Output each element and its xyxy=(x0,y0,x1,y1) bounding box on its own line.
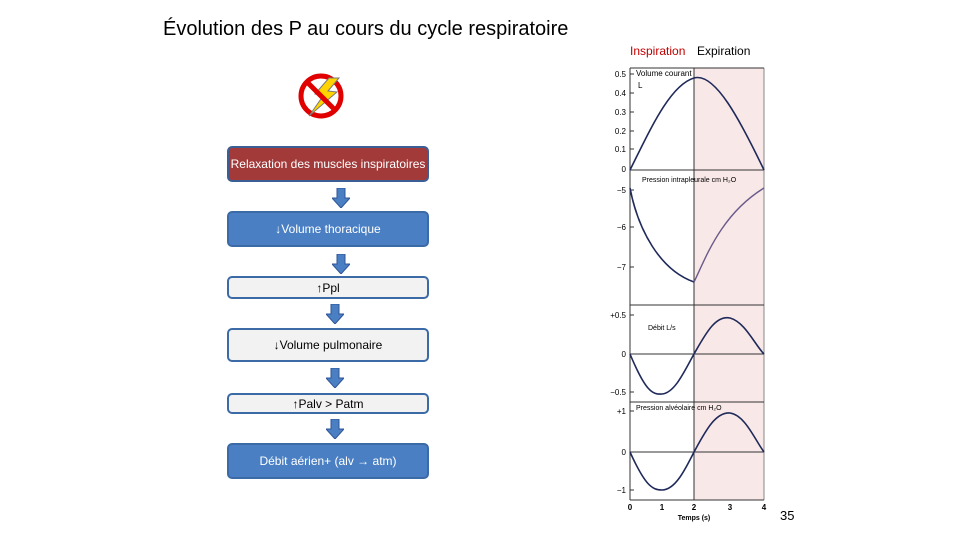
tick-label: 0.3 xyxy=(615,108,627,117)
pleural-pressure-curve xyxy=(629,187,695,283)
x-tick-label: 3 xyxy=(728,503,733,512)
pleural-pressure-curve-exp xyxy=(693,187,765,283)
down-arrow-icon xyxy=(326,304,344,324)
legend-expiration: Expiration xyxy=(697,44,751,58)
tick-label: +0.5 xyxy=(610,311,626,320)
tick-label: 0.2 xyxy=(615,127,627,136)
alveolar-pressure-curve xyxy=(629,412,765,491)
flow-step-label: Débit aérien+ (alv → atm) xyxy=(259,454,397,468)
flow-step-label: Relaxation des muscles inspiratoires xyxy=(230,157,426,171)
tick-label: −6 xyxy=(617,223,627,232)
tick-label: 0.1 xyxy=(615,145,627,154)
x-tick-label: 2 xyxy=(692,503,697,512)
flow-step-label: ↓Volume thoracique xyxy=(275,222,381,236)
respiratory-cycle-figure: Volume courant L 0.5 0.4 0.3 0.2 0.1 0 P… xyxy=(610,67,767,522)
panel-label-alveolar: Pression alvéolaire cm H₂O xyxy=(636,405,722,412)
panel-unit-volume: L xyxy=(638,81,643,90)
tick-label: +1 xyxy=(617,407,627,416)
panel-label-volume: Volume courant xyxy=(636,69,692,78)
flow-step-relaxation: Relaxation des muscles inspiratoires xyxy=(227,146,429,182)
flow-step-label: ↓Volume pulmonaire xyxy=(273,338,383,352)
tick-label: −7 xyxy=(617,263,627,272)
x-tick-label: 1 xyxy=(660,503,665,512)
tick-label: −1 xyxy=(617,486,627,495)
panel-label-pleural: Pression intrapleurale cm H₂O xyxy=(642,177,737,184)
x-tick-label: 4 xyxy=(762,503,767,512)
page-number: 35 xyxy=(780,508,795,523)
no-lightning-icon xyxy=(298,73,344,119)
tick-label: −0.5 xyxy=(610,388,626,397)
down-arrow-icon xyxy=(326,368,344,388)
slide-title: Évolution des P au cours du cycle respir… xyxy=(163,18,569,40)
flow-step-palv-patm: ↑Palv > Patm xyxy=(227,393,429,414)
flow-step-label: ↑Palv > Patm xyxy=(292,396,364,411)
flow-step-ppl: ↑Ppl xyxy=(227,276,429,299)
flow-step-volume-pulmonaire: ↓Volume pulmonaire xyxy=(227,328,429,362)
flow-curve xyxy=(629,317,765,395)
expiration-shade xyxy=(694,68,764,500)
flow-step-volume-thoracique: ↓Volume thoracique xyxy=(227,211,429,247)
tick-label: −5 xyxy=(617,186,627,195)
x-axis-label: Temps (s) xyxy=(678,515,711,522)
tick-label: 0 xyxy=(622,448,627,457)
tick-label: 0 xyxy=(622,350,627,359)
down-arrow-icon xyxy=(332,254,350,274)
down-arrow-icon xyxy=(326,419,344,439)
flow-step-debit-aerien: Débit aérien+ (alv → atm) xyxy=(227,443,429,479)
legend-inspiration: Inspiration xyxy=(630,44,686,58)
x-tick-label: 0 xyxy=(628,503,633,512)
tick-label: 0.4 xyxy=(615,89,627,98)
tick-label: 0 xyxy=(622,165,627,174)
volume-curve xyxy=(629,76,765,171)
down-arrow-icon xyxy=(332,188,350,208)
flow-step-label: ↑Ppl xyxy=(316,280,340,295)
tick-label: 0.5 xyxy=(615,70,627,79)
panel-label-flow: Débit L/s xyxy=(648,325,676,332)
